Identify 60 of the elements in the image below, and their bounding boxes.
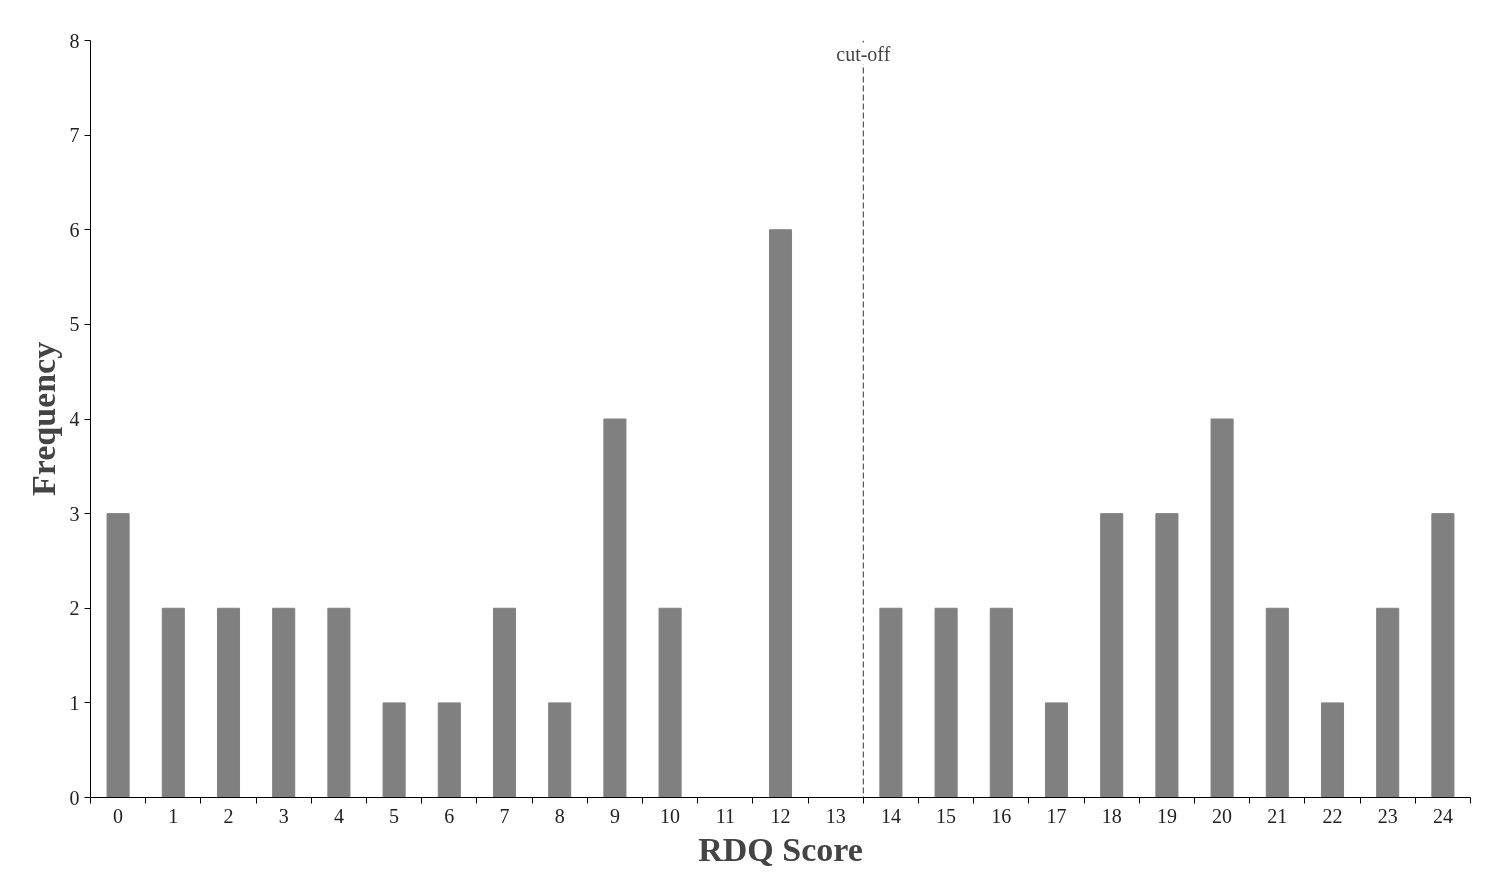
y-tick-label: 1: [69, 691, 80, 714]
x-tick-label: 2: [223, 804, 234, 827]
y-tick-label: 4: [69, 408, 80, 430]
x-tick-label: 22: [1322, 804, 1343, 827]
x-tick-label: 14: [880, 804, 901, 827]
x-tick-label: 19: [1156, 804, 1177, 827]
x-tick-label: 5: [389, 804, 400, 827]
bar: [603, 418, 627, 798]
bar: [272, 607, 296, 798]
bar: [492, 607, 517, 798]
y-tick-label: 6: [69, 218, 80, 241]
x-tick-label: 20: [1212, 804, 1233, 827]
bar: [1210, 418, 1234, 798]
x-tick-label: 6: [444, 804, 455, 827]
y-tick-label: 7: [69, 124, 80, 147]
bar: [548, 702, 572, 798]
x-tick-label: 4: [333, 804, 344, 827]
bar: [1265, 607, 1289, 798]
y-tick-label: 3: [69, 502, 80, 525]
bar: [658, 607, 682, 798]
bar: [1431, 513, 1455, 798]
bar: [1155, 513, 1179, 798]
x-tick-label: 17: [1046, 804, 1067, 827]
bar: [327, 607, 351, 798]
x-axis-title: RDQ Score: [698, 830, 863, 868]
y-tick-label: 8: [69, 29, 80, 52]
x-tick-label: 7: [499, 804, 510, 827]
x-tick-label: 9: [609, 804, 620, 827]
x-tick-label: 23: [1377, 804, 1398, 827]
y-tick-label: 5: [69, 313, 80, 336]
x-tick-label: 0: [113, 804, 124, 827]
x-tick-label: 13: [825, 804, 846, 827]
x-tick-label: 24: [1432, 804, 1453, 827]
bar: [161, 607, 185, 798]
bar: [1044, 702, 1069, 798]
bar: [106, 513, 130, 798]
bar: [768, 229, 793, 798]
x-tick-label: 12: [770, 804, 791, 827]
x-tick-label: 10: [660, 804, 681, 827]
x-tick-label: 11: [715, 804, 735, 827]
y-tick-label: 2: [69, 597, 80, 620]
bar: [879, 607, 903, 798]
bar: [1320, 702, 1345, 798]
x-tick-label: 16: [991, 804, 1012, 827]
x-tick-label: 21: [1267, 804, 1288, 827]
x-tick-label: 8: [554, 804, 565, 827]
x-tick-label: 15: [936, 804, 957, 827]
bar: [1376, 607, 1400, 798]
x-tick-label: 1: [168, 804, 179, 827]
bar: [437, 702, 461, 798]
bar: [934, 607, 958, 798]
bar: [216, 607, 241, 798]
x-tick-label: 3: [278, 804, 289, 827]
bar: [989, 607, 1013, 798]
y-axis-title: Frequency: [24, 341, 62, 497]
bar: [382, 702, 406, 798]
bar: [1100, 513, 1124, 798]
x-tick-label: 18: [1101, 804, 1122, 827]
ref-line-label: cut-off: [836, 42, 891, 65]
y-tick-label: 0: [69, 786, 80, 809]
